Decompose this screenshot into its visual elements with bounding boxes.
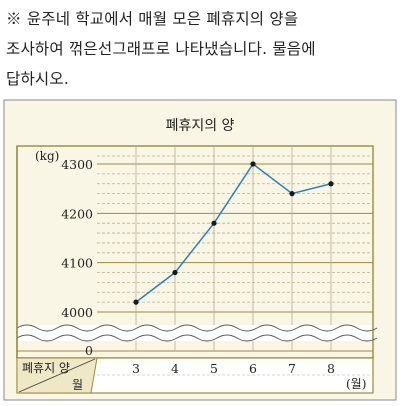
corner-diagonal [18,358,96,393]
chart-title: 폐휴지의 양 [166,118,235,134]
vertical-gridlines [135,146,332,351]
x-tick-label: 4 [171,361,179,376]
question-text: ※ 윤주네 학교에서 매월 모은 폐휴지의 양을 조사하여 꺾은선그래프로 나타… [6,4,398,94]
series-line [135,162,332,303]
major-gridlines [17,163,373,352]
data-point [250,161,256,167]
data-point [172,269,178,276]
axis-break-wave-top [16,324,378,332]
corner-label-top: 폐휴지 양 [22,361,70,375]
axis-break-wave-bottom [16,334,378,342]
x-tick-label: 5 [210,361,218,376]
minor-gridlines [97,155,373,303]
y-tick-label: 4300 [61,157,93,172]
data-point [289,191,295,197]
axis-break-wave [16,324,378,342]
axis-break-gap [18,325,372,341]
question-line-3: 답하시오. [6,70,69,88]
x-tick-label: 8 [327,361,335,376]
y-tick-label: 4200 [61,206,93,221]
question-line-2: 조사하여 꺾은선그래프로 나타냈습니다. 물음에 [6,40,316,58]
x-axis-label: (월) [346,377,366,391]
y-tick-label: 4000 [61,305,93,320]
data-point [211,220,217,226]
corner-label-bottom: 월 [72,378,83,392]
question-line-1: ※ 윤주네 학교에서 매월 모은 폐휴지의 양을 [6,10,299,28]
x-tick-label: 7 [288,361,296,376]
x-tick-label: 6 [249,361,257,376]
y-tick-label: 4100 [61,256,93,271]
y-zero-label: 0 [85,343,93,358]
y-axis-label: (kg) [35,149,59,163]
data-point [133,299,139,305]
data-point [328,181,334,187]
x-tick-label: 3 [132,361,140,376]
